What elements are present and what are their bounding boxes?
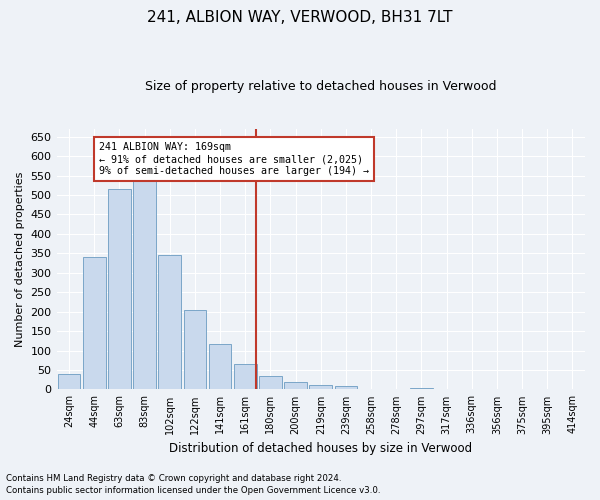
Text: 241, ALBION WAY, VERWOOD, BH31 7LT: 241, ALBION WAY, VERWOOD, BH31 7LT bbox=[147, 10, 453, 25]
X-axis label: Distribution of detached houses by size in Verwood: Distribution of detached houses by size … bbox=[169, 442, 472, 455]
Bar bbox=[460, 388, 483, 390]
Bar bbox=[133, 182, 156, 390]
Bar bbox=[259, 376, 282, 390]
Bar bbox=[158, 256, 181, 390]
Bar bbox=[310, 385, 332, 390]
Bar bbox=[284, 382, 307, 390]
Bar bbox=[108, 189, 131, 390]
Bar bbox=[184, 310, 206, 390]
Bar bbox=[58, 374, 80, 390]
Bar bbox=[234, 364, 257, 390]
Y-axis label: Number of detached properties: Number of detached properties bbox=[15, 172, 25, 347]
Title: Size of property relative to detached houses in Verwood: Size of property relative to detached ho… bbox=[145, 80, 497, 93]
Bar bbox=[83, 257, 106, 390]
Bar bbox=[335, 386, 357, 390]
Text: Contains HM Land Registry data © Crown copyright and database right 2024.
Contai: Contains HM Land Registry data © Crown c… bbox=[6, 474, 380, 495]
Bar bbox=[410, 388, 433, 390]
Text: 241 ALBION WAY: 169sqm
← 91% of detached houses are smaller (2,025)
9% of semi-d: 241 ALBION WAY: 169sqm ← 91% of detached… bbox=[100, 142, 370, 176]
Bar bbox=[209, 344, 232, 390]
